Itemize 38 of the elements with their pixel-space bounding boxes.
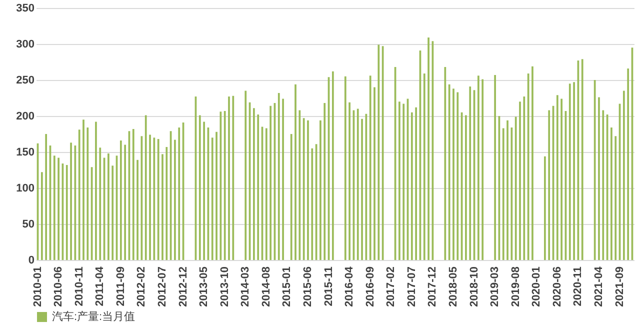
y-tick-label: 150	[16, 146, 34, 158]
x-tick-label: 2015-01	[281, 266, 294, 307]
legend-label: 汽车:产量:当月值	[52, 310, 136, 323]
y-tick-label: 100	[16, 182, 34, 194]
x-tick-label: 2012-02	[136, 266, 148, 307]
x-tick-label: 2011-09	[114, 266, 127, 306]
y-tick-label: 300	[16, 38, 34, 50]
x-tick-label: 2020-01	[530, 266, 543, 307]
x-tick-label: 2020-06	[551, 266, 564, 307]
y-tick-label: 200	[16, 110, 34, 122]
x-tick-label: 2016-04	[344, 266, 356, 307]
x-tick-label: 2014-03	[240, 266, 252, 307]
x-tick-label: 2015-11	[322, 266, 335, 306]
y-tick-label: 50	[22, 218, 34, 230]
x-tick-label: 2014-08	[260, 266, 272, 307]
x-tick-label: 2010-11	[73, 266, 86, 306]
x-tick-label: 2016-09	[364, 266, 376, 307]
x-tick-label: 2019-03	[489, 266, 502, 307]
x-tick-label: 2017-02	[385, 266, 398, 307]
x-tick-label: 2013-10	[218, 266, 231, 307]
x-tick-label: 2010-06	[52, 266, 65, 307]
y-tick-label: 350	[16, 2, 34, 14]
x-tick-label: 2021-09	[614, 266, 626, 307]
x-tick-label: 2019-08	[510, 266, 522, 307]
x-tick-label: 2020-11	[572, 266, 584, 306]
x-tick-label: 2021-04	[592, 266, 605, 307]
x-tick-label: 2018-10	[468, 266, 480, 307]
x-tick-label: 2012-12	[177, 266, 190, 307]
x-tick-label: 2012-07	[156, 266, 168, 307]
x-tick-label: 2017-12	[426, 266, 439, 307]
x-tick-label: 2015-06	[302, 266, 314, 307]
x-tick-label: 2010-01	[32, 266, 44, 307]
x-tick-label: 2018-05	[447, 266, 460, 307]
x-tick-label: 2011-04	[94, 266, 106, 306]
x-tick-label: 2017-07	[406, 266, 418, 307]
y-tick-label: 250	[16, 74, 34, 86]
x-tick-label: 2013-05	[198, 266, 210, 307]
y-tick-label: 0	[28, 254, 34, 266]
